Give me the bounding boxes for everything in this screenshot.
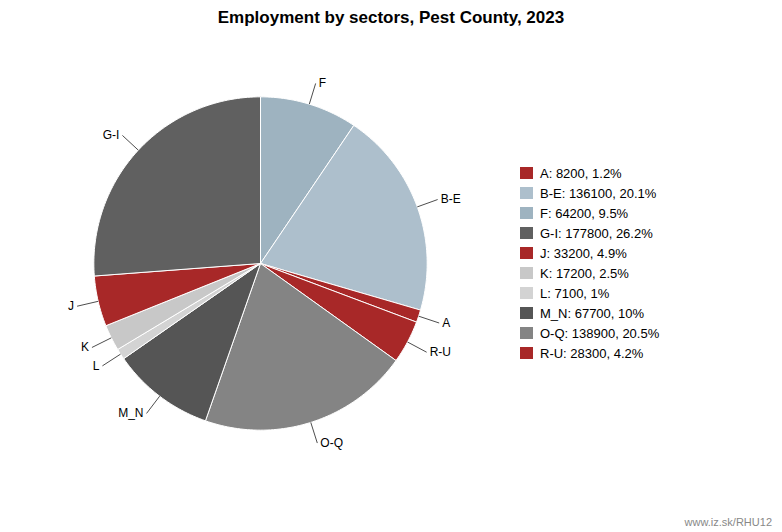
html-text:J: 33200, 4.9%: J: 33200, 4.9% — [540, 245, 627, 261]
html-text:B-E: 136100, 20.1%: B-E: 136100, 20.1% — [540, 185, 657, 201]
html-text:F: 64200, 9.5%: F: 64200, 9.5% — [540, 205, 629, 221]
html-text:M_N: 67700, 10%: M_N: 67700, 10% — [540, 305, 645, 321]
svg-text:O-Q: O-Q — [320, 436, 343, 450]
svg-text:A: A — [442, 316, 450, 330]
html-text:G-I: 177800, 26.2%: G-I: 177800, 26.2% — [540, 225, 653, 241]
html-text:A: 8200, 1.2%: A: 8200, 1.2% — [540, 165, 622, 181]
svg-text:J: J — [68, 299, 74, 313]
svg-text:B-E: B-E — [441, 192, 461, 206]
html-text:www.iz.sk/RHU12: www.iz.sk/RHU12 — [684, 516, 772, 528]
svg-text:L: L — [93, 359, 100, 373]
html-text:O-Q: 138900, 20.5%: O-Q: 138900, 20.5% — [540, 325, 660, 341]
html-text:Employment by sectors, Pest Co: Employment by sectors, Pest County, 2023 — [217, 8, 565, 27]
svg-text:K: K — [81, 340, 89, 354]
html-text:L: 7100, 1%: L: 7100, 1% — [540, 285, 610, 301]
html-text:K: 17200, 2.5%: K: 17200, 2.5% — [540, 265, 629, 281]
svg-text:G-I: G-I — [103, 128, 120, 142]
svg-text:R-U: R-U — [430, 345, 451, 359]
svg-text:M_N: M_N — [118, 406, 143, 420]
html-text:R-U: 28300, 4.2%: R-U: 28300, 4.2% — [540, 345, 644, 361]
svg-text:F: F — [319, 76, 326, 90]
